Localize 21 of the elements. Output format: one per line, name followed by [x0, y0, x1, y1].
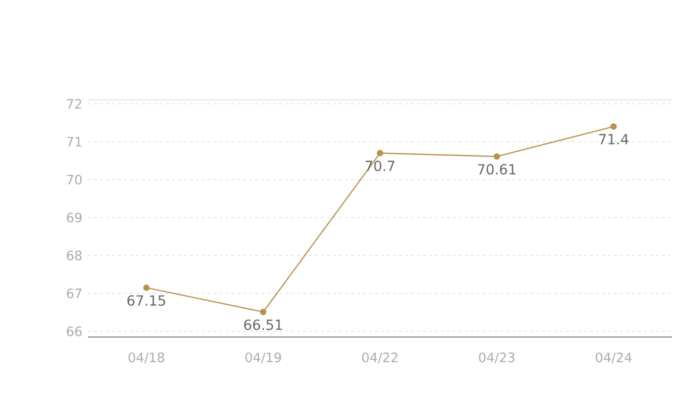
point — [610, 123, 617, 130]
y-tick-label: 66 — [66, 326, 82, 336]
data-label: 66.51 — [244, 319, 282, 330]
y-tick-label: 71 — [67, 136, 82, 146]
data-label: 67.15 — [127, 295, 166, 306]
data-label: 71.4 — [599, 134, 628, 144]
point — [143, 284, 150, 291]
x-tick-label: 04/24 — [596, 352, 632, 364]
y-tick-label: 67 — [66, 288, 82, 298]
point — [494, 153, 500, 160]
point — [376, 150, 384, 156]
y-tick-label: 70 — [67, 174, 82, 185]
x-tick-label: 04/18 — [128, 352, 164, 364]
x-tick-label: 04/19 — [245, 352, 281, 364]
x-tick-label: 04/22 — [362, 352, 398, 364]
y-tick-label: 72 — [67, 98, 82, 109]
y-tick-label: 69 — [66, 212, 82, 222]
y-tick-label: 68 — [66, 250, 82, 260]
data-label: 70.61 — [478, 164, 516, 175]
x-tick-label: 04/23 — [479, 352, 514, 364]
point — [260, 308, 266, 316]
